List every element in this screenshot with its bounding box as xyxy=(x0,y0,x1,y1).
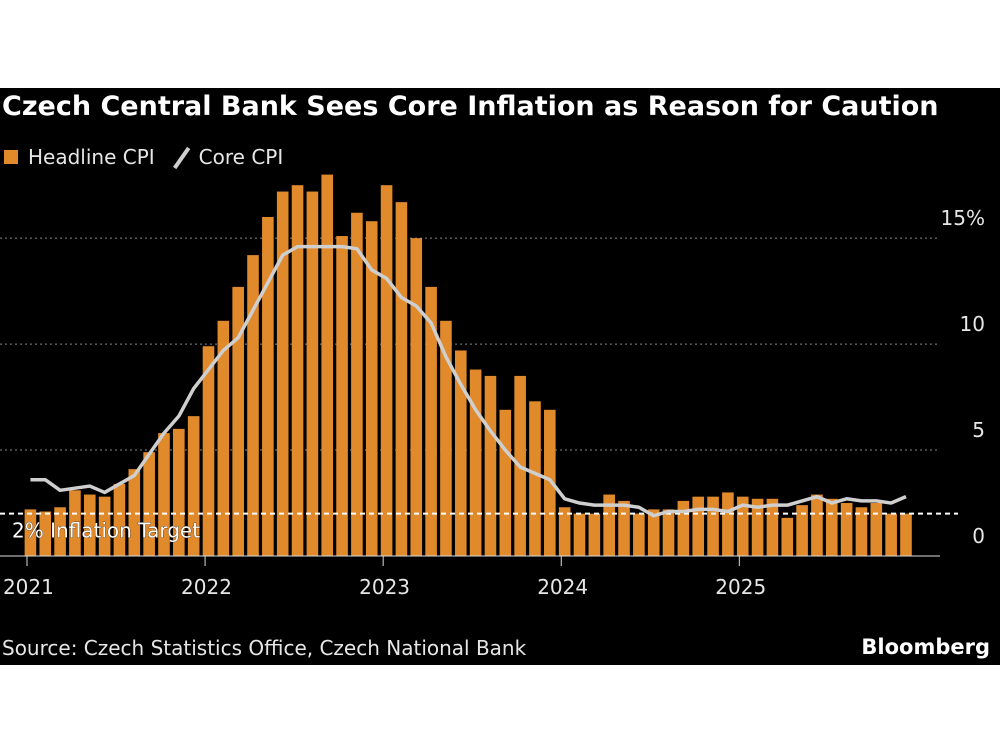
bar xyxy=(113,483,126,556)
legend-label: Headline CPI xyxy=(28,145,155,169)
legend-swatch xyxy=(173,146,191,170)
bar xyxy=(618,500,630,556)
bar xyxy=(855,507,868,556)
legend-swatch xyxy=(4,150,18,164)
x-tick-label: 2022 xyxy=(181,575,232,599)
bar xyxy=(143,452,155,556)
bar xyxy=(840,503,853,556)
bar xyxy=(306,191,319,556)
brand: Bloomberg xyxy=(861,635,990,659)
bar xyxy=(544,409,556,556)
bar xyxy=(454,350,467,556)
x-tick-label: 2025 xyxy=(715,575,766,599)
bar xyxy=(736,496,749,556)
y-tick-label: 10 xyxy=(960,312,985,336)
bar xyxy=(128,469,141,556)
bar xyxy=(39,511,52,556)
source: Source: Czech Statistics Office, Czech N… xyxy=(2,636,527,660)
bar xyxy=(202,346,215,556)
bar xyxy=(603,494,615,556)
x-tick-label: 2024 xyxy=(537,575,588,599)
bar xyxy=(558,507,571,556)
bar xyxy=(24,509,37,556)
bar xyxy=(276,191,289,556)
bar xyxy=(707,496,719,556)
chart-title: Czech Central Bank Sees Core Inflation a… xyxy=(2,91,939,122)
y-tick-label: 15% xyxy=(941,206,985,230)
bar xyxy=(766,498,779,556)
bar xyxy=(187,416,200,556)
bar xyxy=(173,428,185,556)
bar xyxy=(781,517,794,556)
bar xyxy=(69,490,81,556)
bar xyxy=(870,503,883,556)
bar xyxy=(633,513,645,556)
bar xyxy=(232,286,244,556)
bar xyxy=(662,509,675,556)
bar xyxy=(440,320,452,556)
line xyxy=(30,244,907,518)
y-tick-label: 0 xyxy=(972,524,985,548)
bar xyxy=(573,513,586,556)
bar xyxy=(395,202,408,556)
bar xyxy=(825,498,838,556)
bar xyxy=(291,185,304,556)
bar xyxy=(811,494,823,556)
bar xyxy=(380,185,393,556)
x-tick-label: 2021 xyxy=(3,575,54,599)
bar xyxy=(588,513,601,556)
bar xyxy=(751,498,764,556)
bar xyxy=(900,513,912,556)
bar xyxy=(885,513,897,556)
bar xyxy=(529,401,541,556)
y-tick-label: 5 xyxy=(972,418,985,442)
target-label: 2% Inflation Target xyxy=(12,519,200,543)
bar xyxy=(677,500,690,556)
bar xyxy=(321,174,334,556)
bar xyxy=(83,494,96,556)
bar xyxy=(247,255,259,556)
bar xyxy=(98,496,111,556)
x-tick-label: 2023 xyxy=(359,575,410,599)
bar xyxy=(365,221,378,556)
bar xyxy=(647,509,660,556)
bar xyxy=(692,496,705,556)
bar xyxy=(484,375,497,556)
bar xyxy=(410,238,423,556)
bar xyxy=(499,409,512,556)
bar xyxy=(796,505,808,556)
bar xyxy=(54,507,66,556)
bar xyxy=(425,286,437,556)
bar xyxy=(722,492,734,556)
bar xyxy=(217,320,230,556)
background xyxy=(0,88,1000,665)
bar xyxy=(351,212,363,556)
bar xyxy=(158,433,170,556)
bar xyxy=(262,216,274,557)
bar xyxy=(336,236,348,556)
legend-label: Core CPI xyxy=(199,145,284,169)
bar xyxy=(469,369,482,556)
